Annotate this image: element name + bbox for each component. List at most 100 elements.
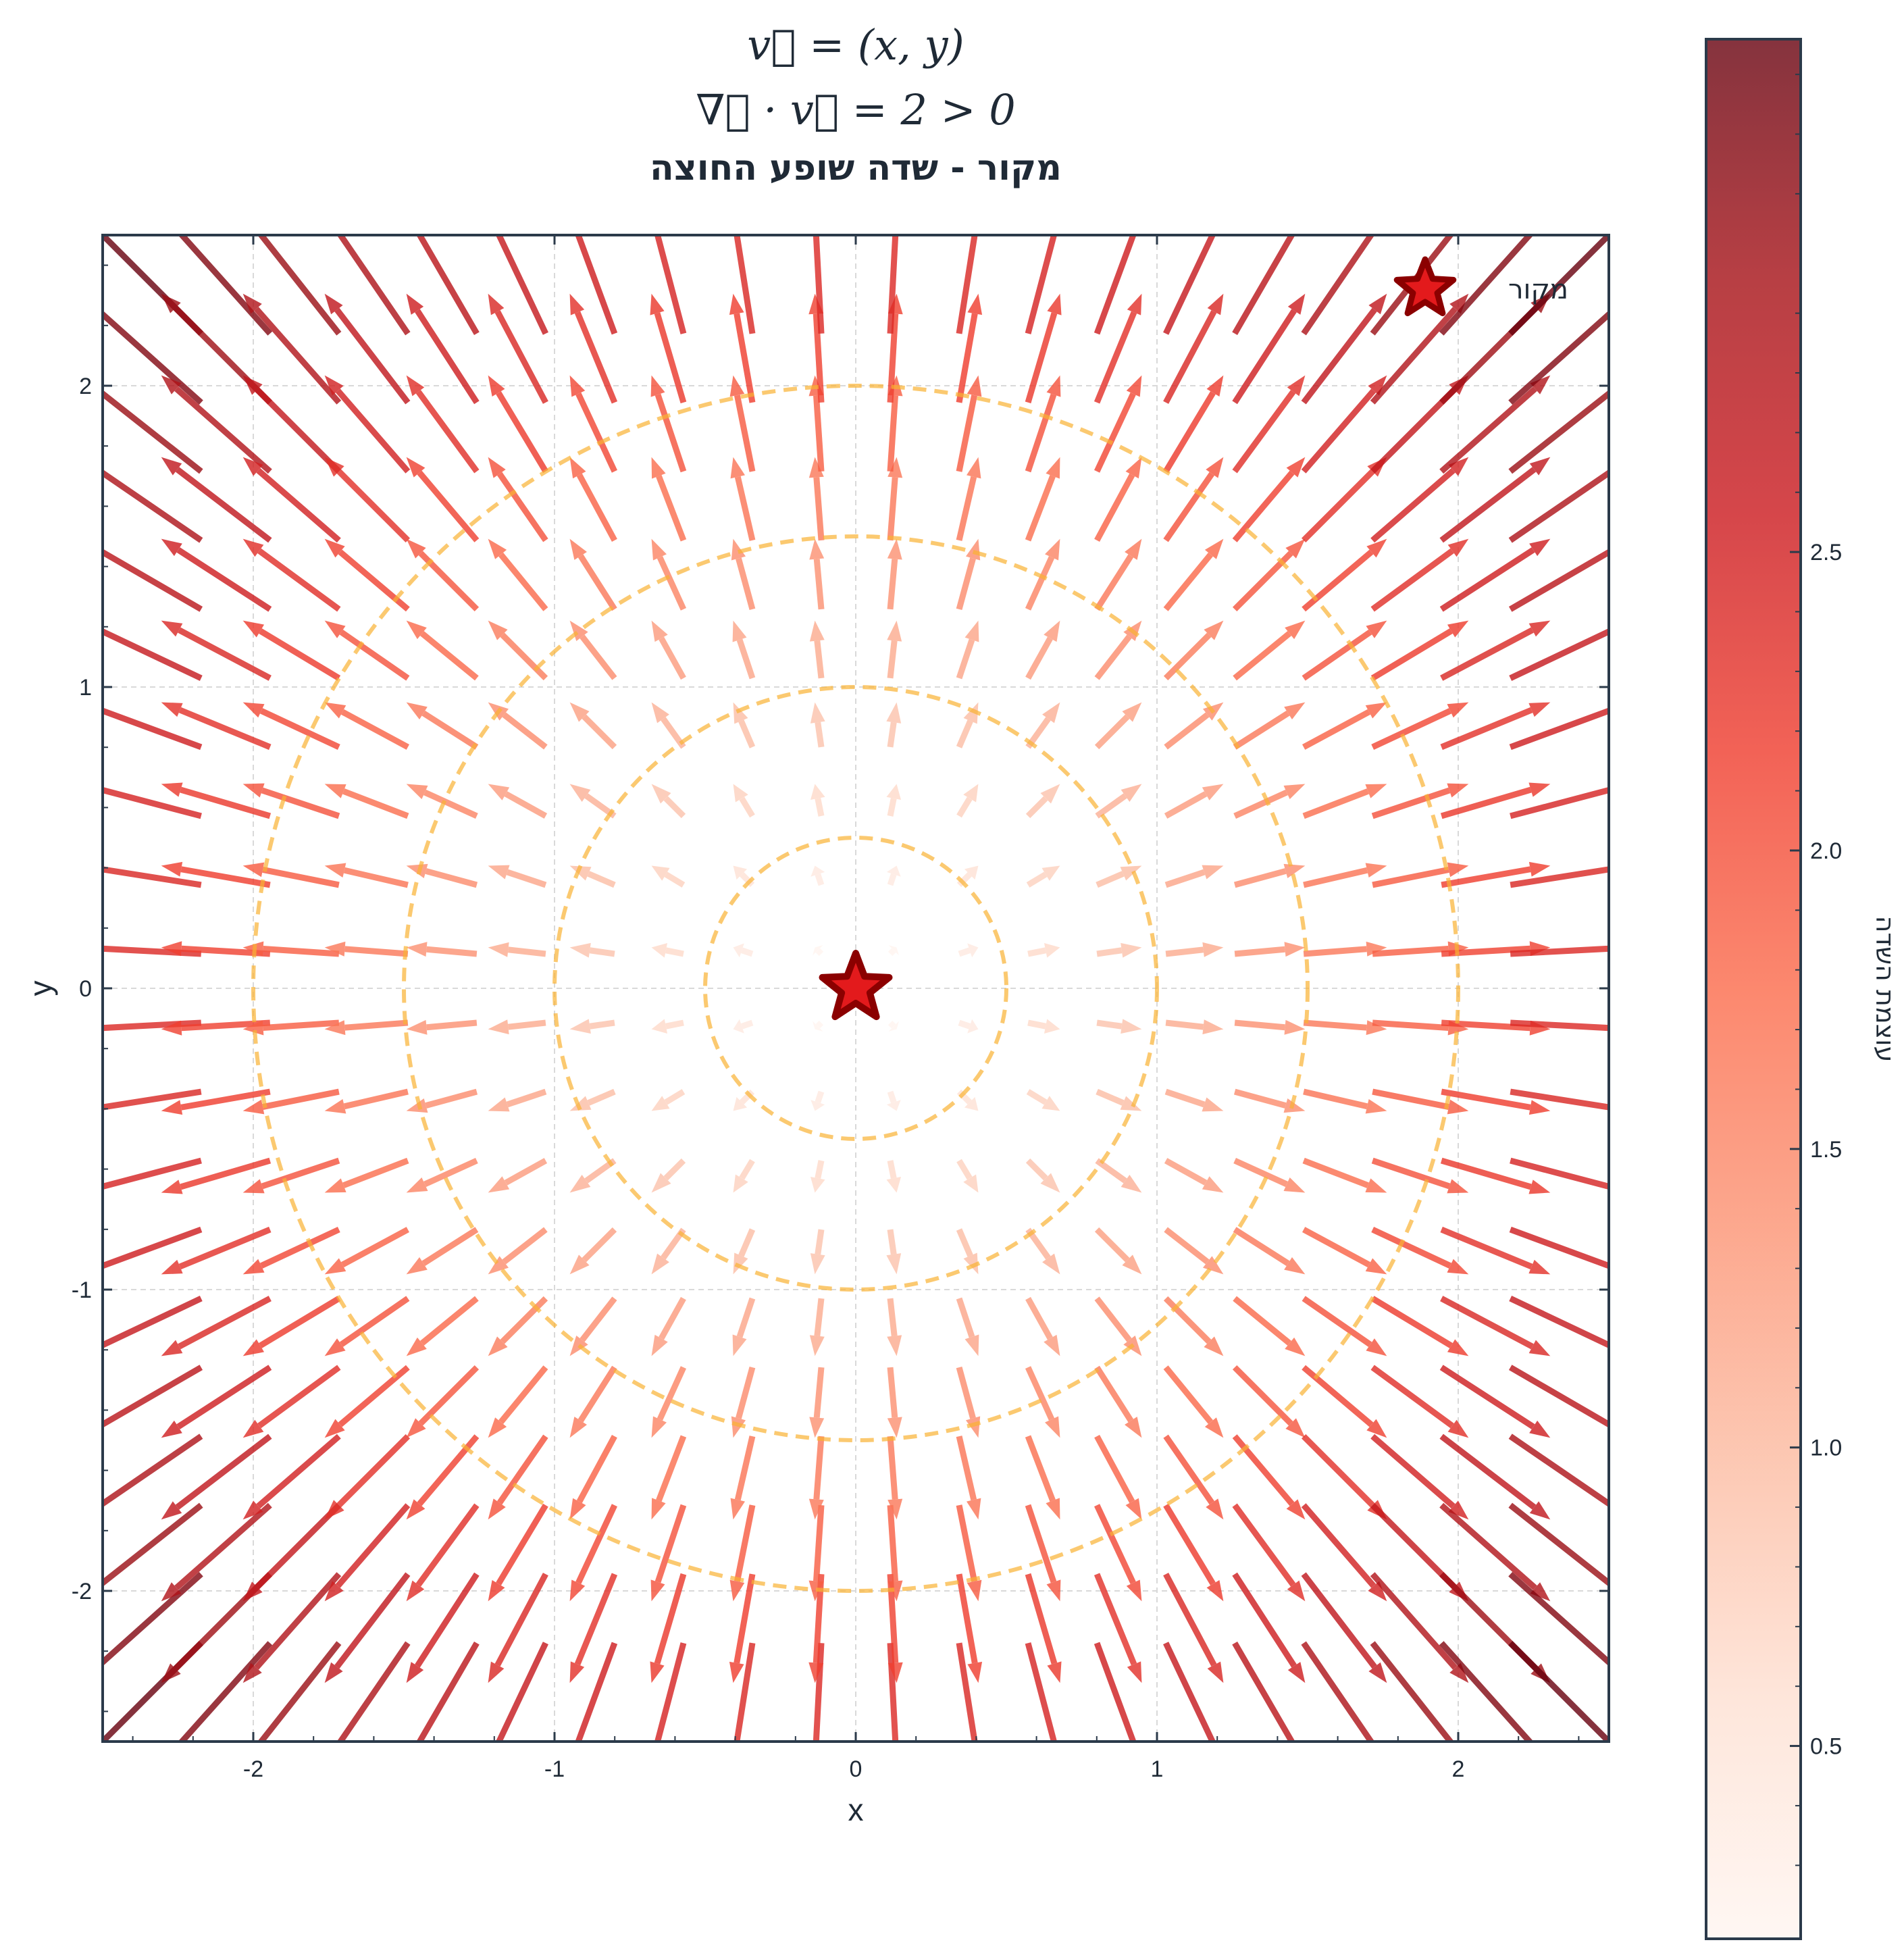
arrow-head: [887, 1498, 903, 1520]
arrow-head: [488, 212, 504, 234]
arrow-head: [324, 1581, 344, 1602]
arrow-shaft: [425, 868, 478, 888]
field-arrow: [161, 1226, 272, 1275]
field-arrow: [1163, 1642, 1216, 1742]
field-arrow: [729, 1573, 756, 1683]
arrow-shaft: [498, 1365, 548, 1425]
arrow-shaft: [580, 1296, 617, 1342]
quiver-arrows: [80, 212, 1632, 1765]
reference-circles: [251, 384, 1460, 1593]
arrow-head: [1612, 1583, 1632, 1601]
field-arrow: [242, 620, 341, 681]
arrow-shaft: [587, 871, 616, 888]
arrow-head: [80, 294, 100, 313]
arrow-shaft: [1093, 1573, 1137, 1666]
arrow-shaft: [1303, 1019, 1367, 1031]
arrow-head: [1206, 1579, 1224, 1602]
field-arrow: [242, 783, 340, 819]
arrow-shaft: [1301, 235, 1375, 336]
arrow-head: [733, 1019, 744, 1034]
arrow-shaft: [1370, 1572, 1458, 1670]
field-arrow: [809, 1367, 825, 1438]
arrow-shaft: [1025, 393, 1057, 473]
field-arrow: [336, 235, 411, 336]
reference-circle: [552, 685, 1159, 1292]
field-arrow: [1094, 375, 1142, 473]
arrow-shaft: [1163, 1296, 1212, 1344]
arrow-head: [733, 1174, 748, 1193]
arrow-shaft: [1508, 1641, 1609, 1742]
arrow-shaft: [580, 634, 617, 680]
arrow-head: [1531, 1745, 1550, 1765]
arrow-head: [406, 375, 425, 397]
arrow-head: [1365, 1178, 1387, 1193]
field-arrow: [103, 390, 203, 474]
field-arrow: [1163, 538, 1224, 611]
field-arrow: [103, 1157, 202, 1190]
arrow-head: [242, 1339, 265, 1356]
field-arrow: [488, 784, 548, 819]
arrow-head: [886, 784, 902, 801]
arrow-head: [888, 944, 900, 956]
arrow-shaft: [426, 946, 478, 957]
arrow-shaft: [1301, 388, 1376, 474]
field-arrow: [650, 1573, 687, 1683]
arrow-head: [810, 702, 825, 723]
arrow-shaft: [257, 548, 341, 612]
field-arrow: [324, 620, 410, 681]
field-arrow: [887, 1367, 902, 1438]
arrow-head: [324, 702, 346, 719]
arrow-shaft: [259, 708, 340, 750]
field-arrow: [732, 620, 756, 680]
arrow-head: [1121, 784, 1142, 802]
field-arrow: [651, 538, 687, 611]
colorbar-frame: [1705, 38, 1802, 1940]
field-arrow: [488, 1227, 548, 1275]
arrow-shaft: [1233, 710, 1290, 750]
arrow-head: [488, 1661, 505, 1683]
arrow-shaft: [814, 640, 825, 679]
arrow-head: [1284, 1257, 1306, 1275]
field-arrow: [324, 941, 409, 957]
arrow-shaft: [582, 1227, 617, 1263]
arrow-shaft: [1371, 1227, 1452, 1269]
arrow-head: [1204, 620, 1224, 640]
arrow-shaft: [1372, 946, 1449, 957]
x-tick-label: 2: [1452, 1756, 1465, 1782]
arrow-shaft: [336, 1433, 411, 1508]
field-arrow: [811, 1090, 825, 1111]
field-arrow: [1302, 1227, 1387, 1275]
arrow-shaft: [1027, 1019, 1047, 1030]
field-arrow: [1027, 942, 1060, 958]
arrow-shaft: [665, 1019, 684, 1030]
field-arrow: [1025, 457, 1060, 542]
field-arrow: [1509, 707, 1609, 751]
field-arrow: [1232, 235, 1295, 336]
arrow-shaft: [496, 472, 548, 542]
field-arrow: [1025, 784, 1060, 819]
arrow-shaft: [813, 559, 825, 610]
arrow-shaft: [1094, 1227, 1130, 1263]
arrow-head: [1121, 1019, 1142, 1034]
arrow-shaft: [582, 714, 617, 750]
field-arrow: [569, 538, 617, 611]
field-arrow: [1025, 538, 1060, 611]
arrow-shaft: [1232, 470, 1295, 542]
arrow-shaft: [176, 1365, 272, 1429]
arrow-shaft: [657, 1366, 687, 1421]
arrow-head: [732, 620, 747, 642]
arrow-shaft: [815, 1160, 825, 1179]
arrow-head: [967, 375, 982, 397]
arrow-shaft: [1510, 945, 1609, 957]
field-arrow: [1096, 1088, 1142, 1111]
arrow-head: [80, 861, 101, 876]
arrow-head: [1529, 538, 1551, 557]
arrow-head: [570, 1743, 584, 1764]
arrow-shaft: [1508, 390, 1609, 474]
arrow-head: [80, 1664, 100, 1683]
arrow-shaft: [343, 1088, 409, 1110]
field-arrow: [1439, 457, 1551, 543]
arrow-shaft: [500, 1296, 548, 1344]
field-arrow: [1163, 1434, 1224, 1520]
arrow-shaft: [813, 1367, 825, 1418]
